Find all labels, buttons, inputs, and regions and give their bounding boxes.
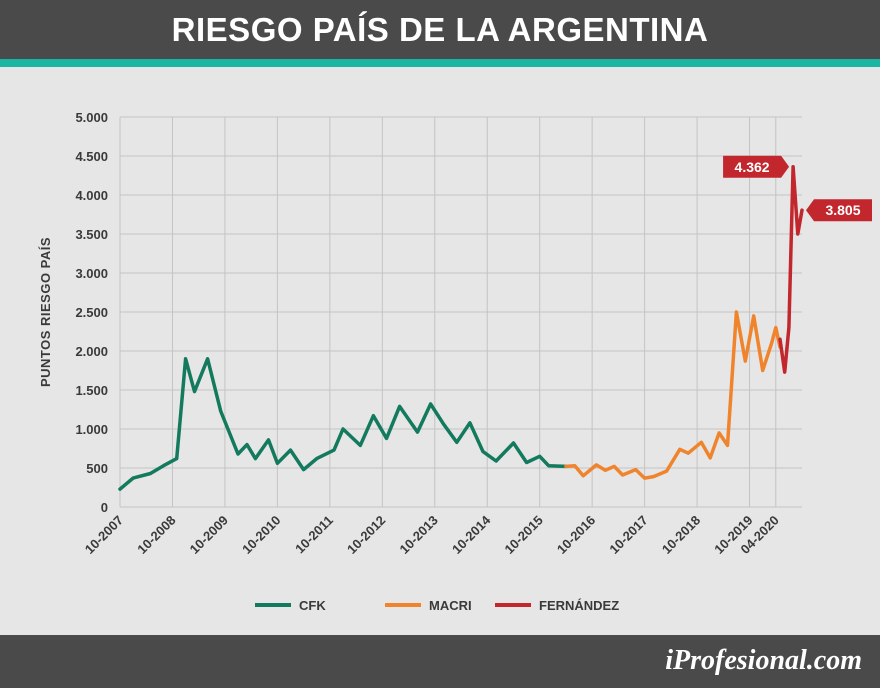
x-tick-label: 10-2018 (659, 513, 703, 557)
callout-box (806, 199, 872, 222)
callout-label: 3.805 (825, 202, 860, 218)
page-title: RIESGO PAÍS DE LA ARGENTINA (171, 11, 709, 48)
y-tick-label: 4.000 (75, 188, 108, 203)
legend-item: FERNÁNDEZ (495, 598, 619, 613)
y-tick-label: 0 (101, 500, 108, 515)
y-tick-label: 3.000 (75, 266, 108, 281)
x-tick-label: 10-2008 (134, 513, 178, 557)
legend-label: CFK (299, 598, 326, 613)
y-tick-label: 2.500 (75, 305, 108, 320)
callout: 3.805 (806, 199, 872, 222)
x-tick-label: 10-2014 (449, 512, 494, 557)
x-tick-label: 10-2007 (82, 513, 126, 557)
y-tick-label: 4.500 (75, 149, 108, 164)
x-tick-label: 10-2012 (344, 513, 388, 557)
accent-bar (0, 59, 880, 67)
callout: 4.362 (723, 155, 790, 178)
header: RIESGO PAÍS DE LA ARGENTINA (0, 0, 880, 59)
y-tick-label: 500 (86, 461, 108, 476)
x-tick-label: 10-2013 (397, 513, 441, 557)
series-line-macri (564, 310, 782, 480)
legend-item: MACRI (385, 598, 472, 613)
callout-label: 4.362 (735, 159, 770, 175)
x-tick-label: 10-2016 (554, 513, 598, 557)
y-tick-label: 2.000 (75, 344, 108, 359)
y-tick-label: 1.000 (75, 422, 108, 437)
y-axis-title: PUNTOS RIESGO PAÍS (38, 237, 53, 387)
grid (119, 116, 802, 508)
x-tick-label: 10-2009 (187, 513, 231, 557)
legend-label: MACRI (429, 598, 472, 613)
series-layer (118, 165, 804, 491)
footer: iProfesional.com (0, 635, 880, 688)
legend-item: CFK (255, 598, 326, 613)
legend: CFK MACRI FERNÁNDEZ (255, 598, 619, 613)
x-tick-label: 10-2011 (292, 513, 336, 557)
y-tick-label: 1.500 (75, 383, 108, 398)
legend-label: FERNÁNDEZ (539, 598, 619, 613)
x-tick-label: 10-2015 (501, 513, 545, 557)
series-line-fernndez (778, 165, 804, 374)
x-tick-label: 10-2010 (239, 513, 283, 557)
callout-box (723, 155, 790, 178)
annotations: 4.362 3.805 (723, 155, 872, 222)
x-tick-label: 10-2017 (606, 513, 650, 557)
brand-logo: iProfesional.com (665, 645, 862, 676)
line-chart: 0 500 1.000 1.500 2.000 2.500 3.000 3.500 4.000 4… (38, 110, 872, 613)
y-tick-label: 3.500 (75, 227, 108, 242)
y-tick-label: 5.000 (75, 110, 108, 125)
series-line-cfk (118, 357, 568, 491)
